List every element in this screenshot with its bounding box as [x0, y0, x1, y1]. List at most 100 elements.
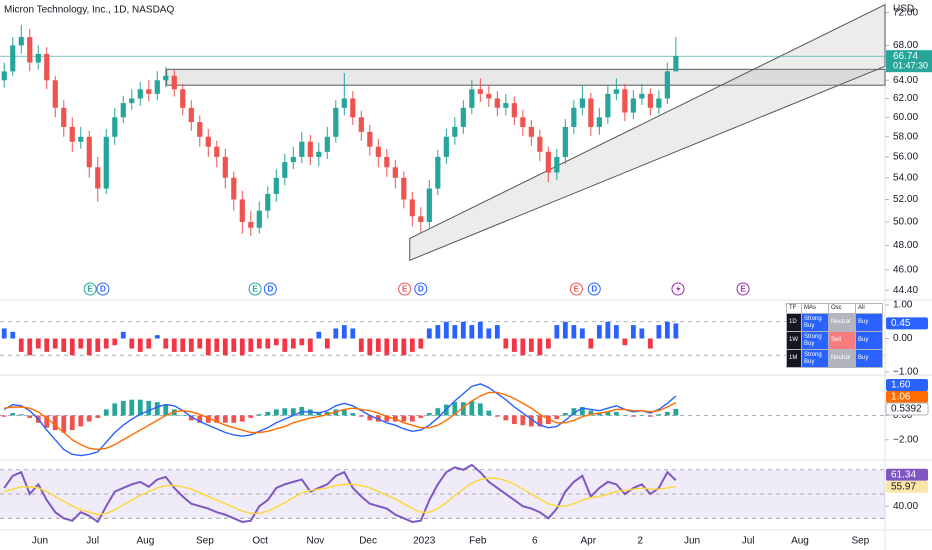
candle-body	[256, 210, 262, 228]
histogram-bar	[10, 331, 16, 339]
value-badge-label: 0.5392	[891, 404, 922, 415]
event-marker	[263, 282, 277, 296]
event-label: E	[574, 285, 580, 294]
event-label: E	[252, 285, 258, 294]
histogram-bar	[188, 415, 194, 421]
histogram-bar	[146, 338, 152, 349]
histogram-bar	[511, 415, 517, 424]
header-cell: TF	[786, 303, 802, 314]
candle-body	[180, 89, 186, 108]
event-label: D	[100, 285, 106, 294]
y-tick-label: 52.00	[893, 194, 918, 205]
table-cell: Buy	[855, 313, 883, 332]
histogram-bar	[469, 400, 475, 416]
candle-body	[10, 45, 16, 72]
value-badge-label: 0.45	[891, 318, 911, 329]
histogram-bar	[647, 338, 653, 349]
header-cell: Osc	[828, 303, 856, 314]
candle-body	[418, 216, 424, 222]
histogram-bar	[180, 338, 186, 352]
histogram-bar	[588, 338, 594, 349]
histogram-bar	[486, 410, 492, 416]
candle-body	[537, 136, 543, 152]
histogram-bar	[367, 338, 373, 356]
histogram-bar	[511, 338, 517, 352]
candle-body	[120, 103, 126, 118]
histogram-bar	[154, 402, 160, 416]
candle-body	[214, 146, 220, 157]
y-tick-label: 1.00	[893, 300, 913, 311]
histogram-bar	[18, 338, 24, 352]
currency: USD	[893, 4, 914, 15]
histogram-bar	[222, 415, 228, 423]
x-tick-label: Dec	[359, 536, 377, 547]
x-tick-label: 2	[637, 536, 643, 547]
event-label: D	[267, 285, 273, 294]
histogram-bar	[129, 338, 135, 349]
histogram-bar	[265, 338, 271, 349]
candle-body	[656, 98, 662, 108]
candle-body	[27, 37, 33, 63]
candle-body	[639, 93, 645, 99]
histogram-bar	[401, 338, 407, 356]
signal-table: TF MAs Osc All 1D Strong Buy Neutral Buy 1W Stron…	[786, 303, 883, 368]
trend-channel	[409, 3, 886, 262]
value-badge-label: 61.34	[891, 469, 916, 480]
histogram-bar	[69, 415, 75, 431]
candle-body	[435, 156, 441, 189]
x-tick-label: Oct	[252, 536, 268, 547]
histogram-bar	[231, 338, 237, 352]
x-tick-label: Jun	[32, 536, 48, 547]
value-badge	[886, 390, 928, 403]
histogram-bar	[95, 338, 101, 352]
value-badge-label: 55.97	[891, 481, 916, 492]
histogram-bar	[137, 399, 143, 416]
histogram-bar	[231, 415, 237, 423]
candle-body	[384, 156, 390, 168]
histogram-bar	[630, 415, 636, 417]
y-tick-label: 56.00	[893, 152, 918, 163]
x-tick-label: Nov	[307, 536, 325, 547]
candle-body	[154, 80, 160, 94]
histogram-bar	[554, 325, 560, 339]
candle-body	[664, 71, 670, 99]
candle-body	[341, 98, 347, 108]
y-tick-label: −1.00	[893, 367, 919, 378]
candle-body	[528, 126, 534, 137]
candle-body	[231, 177, 237, 200]
histogram-bar	[256, 338, 262, 349]
candle-body	[358, 117, 364, 132]
histogram-bar	[341, 409, 347, 416]
event-label: E	[740, 285, 746, 294]
histogram-bar	[358, 338, 364, 352]
histogram-bar	[214, 415, 220, 423]
table-cell: Sell	[828, 331, 856, 350]
candle-body	[52, 80, 58, 108]
candle-body	[239, 199, 245, 222]
histogram-bar	[656, 325, 662, 339]
event-label: E	[402, 285, 408, 294]
histogram-bar	[537, 338, 543, 356]
y-tick-label: 64.00	[893, 75, 918, 86]
histogram-bar	[222, 338, 228, 356]
candle-body	[426, 188, 432, 222]
candle-body	[222, 156, 228, 178]
candle-body	[137, 89, 143, 99]
histogram-bar	[571, 408, 577, 416]
event-marker	[83, 282, 97, 296]
price-badge	[886, 50, 932, 73]
candle-body	[307, 141, 313, 157]
candle-body	[112, 117, 118, 137]
histogram-bar	[401, 415, 407, 422]
value-badge	[886, 378, 928, 391]
histogram-bar	[197, 338, 203, 349]
histogram-bar	[290, 408, 296, 416]
histogram-bar	[61, 415, 67, 433]
histogram-bar	[86, 415, 92, 422]
histogram-bar	[78, 338, 84, 349]
histogram-bar	[384, 415, 390, 422]
y-tick-label: 68.00	[893, 40, 918, 51]
table-row: 1D Strong Buy Neutral Buy	[786, 313, 883, 332]
candle-body	[35, 53, 41, 63]
histogram-bar	[316, 331, 322, 339]
